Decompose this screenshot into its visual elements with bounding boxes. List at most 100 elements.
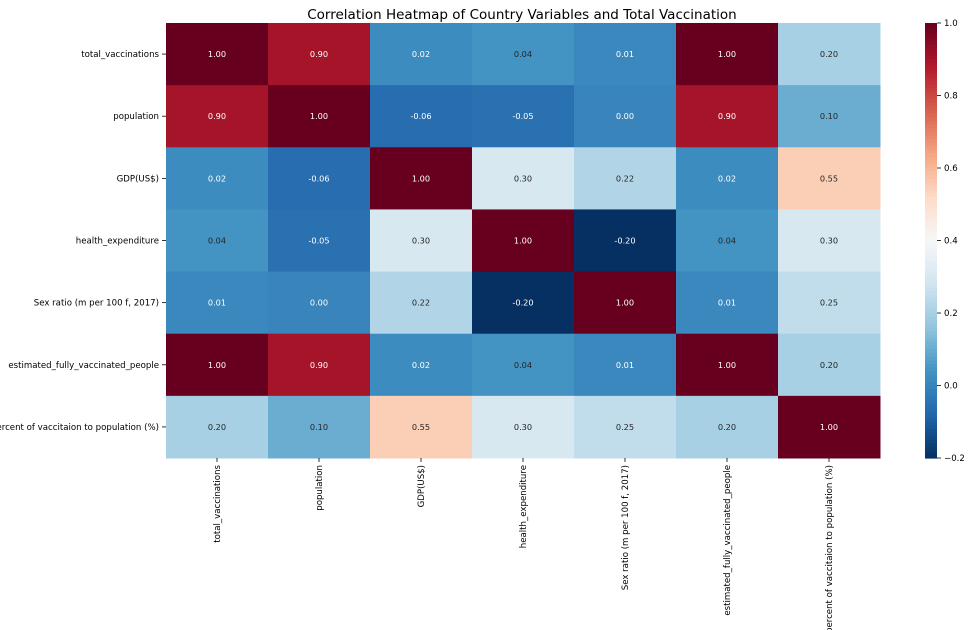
colorbar-segment-83	[925, 323, 937, 329]
heatmap-cell-r2-c0	[166, 147, 269, 210]
colorbar-segment-91	[925, 352, 937, 358]
colorbar-segment-96	[925, 371, 937, 376]
heatmap-cell-r6-c0	[166, 395, 269, 459]
cell-annotation-r5-c3: 0.04	[514, 360, 532, 370]
heatmap-cell-r1-c5	[676, 85, 779, 148]
colorbar-segment-17	[925, 84, 937, 89]
heatmap-cell-r5-c3	[472, 333, 575, 397]
heatmap-cell-r1-c0	[166, 85, 269, 148]
cell-annotation-r3-c3: 1.00	[514, 236, 532, 246]
colorbar-tick-label-5: 0.0	[944, 382, 958, 392]
heatmap-cell-r4-c0	[166, 271, 269, 335]
colorbar-segment-89	[925, 345, 937, 350]
colorbar-segment-75	[925, 294, 937, 300]
cell-annotation-r4-c4: 1.00	[616, 298, 634, 308]
colorbar-segment-51	[925, 207, 937, 213]
cell-annotation-r0-c1: 0.90	[310, 49, 328, 59]
cell-annotation-r6-c5: 0.20	[718, 422, 736, 432]
heatmap-cell-r3-c1	[268, 209, 371, 273]
cell-annotation-r5-c2: 0.02	[412, 360, 430, 370]
cell-annotation-r5-c5: 1.00	[718, 360, 736, 370]
heatmap-cell-r4-c4	[574, 271, 677, 335]
colorbar-segment-20	[925, 95, 937, 100]
colorbar-segment-19	[925, 91, 937, 97]
colorbar-tick-label-1: 0.8	[944, 92, 958, 102]
cell-annotation-r5-c1: 0.90	[310, 360, 328, 370]
x-tick-label-3: health_expenditure	[519, 465, 529, 548]
colorbar-segment-103	[925, 396, 937, 401]
cell-annotation-r4-c3: -0.20	[512, 298, 533, 308]
colorbar-segment-23	[925, 106, 937, 111]
y-tick-label-3: health_expenditure	[76, 237, 159, 247]
colorbar-segment-69	[925, 273, 937, 278]
heatmap-cell-r5-c0	[166, 333, 269, 397]
heatmap-cell-r4-c6	[778, 271, 881, 335]
heatmap-cell-r1-c2	[370, 85, 473, 148]
x-tick-label-0: total_vaccinations	[213, 464, 223, 542]
heatmap-cell-r0-c1	[268, 23, 371, 86]
colorbar-segment-6	[925, 44, 937, 49]
cell-annotation-r5-c4: 0.01	[616, 360, 634, 370]
heatmap-cell-r3-c6	[778, 209, 881, 273]
colorbar-segment-76	[925, 298, 937, 303]
colorbar-segment-43	[925, 178, 937, 184]
heatmap-cell-r5-c4	[574, 333, 677, 397]
cell-annotation-r2-c6: 0.55	[820, 173, 838, 183]
colorbar-segment-101	[925, 389, 937, 394]
colorbar-segment-0	[925, 23, 937, 28]
heatmap-cell-r4-c3	[472, 271, 575, 335]
colorbar-segment-10	[925, 59, 937, 64]
heatmap-cell-r1-c4	[574, 85, 677, 148]
colorbar-segment-73	[925, 287, 937, 292]
heatmap-cell-r1-c6	[778, 85, 881, 148]
cell-annotation-r6-c6: 1.00	[820, 422, 838, 432]
heatmap-cell-r0-c5	[676, 23, 779, 86]
colorbar-segment-45	[925, 186, 937, 191]
cell-annotation-r1-c3: -0.05	[512, 111, 533, 121]
heatmap-cell-r4-c5	[676, 271, 779, 335]
colorbar-segment-14	[925, 73, 937, 78]
heatmap-cell-r6-c2	[370, 395, 473, 459]
cell-annotation-r3-c0: 0.04	[208, 236, 226, 246]
cell-annotation-r6-c2: 0.55	[412, 422, 430, 432]
y-tick-label-1: population	[113, 112, 159, 122]
colorbar-segment-31	[925, 135, 937, 140]
colorbar-segment-80	[925, 313, 937, 318]
colorbar-segment-104	[925, 400, 937, 405]
colorbar-segment-90	[925, 349, 937, 354]
cell-annotation-r3-c5: 0.04	[718, 236, 736, 246]
cell-annotation-r2-c1: -0.06	[308, 173, 329, 183]
colorbar-segment-64	[925, 255, 937, 260]
colorbar-segment-109	[925, 418, 937, 423]
colorbar-segment-9	[925, 55, 937, 60]
cell-annotation-r4-c2: 0.22	[412, 298, 430, 308]
heatmap-cell-r2-c3	[472, 147, 575, 210]
colorbar-segment-61	[925, 244, 937, 249]
x-tick-labels: total_vaccinations population GDP(US$) heal…	[213, 458, 835, 630]
cell-annotation-r0-c6: 0.20	[820, 49, 838, 59]
colorbar-segment-27	[925, 120, 937, 126]
heatmap-cell-r5-c6	[778, 333, 881, 397]
colorbar-segment-100	[925, 385, 937, 390]
colorbar-segment-53	[925, 215, 937, 220]
colorbar-segment-85	[925, 331, 937, 336]
heatmap-cell-r6-c1	[268, 395, 371, 459]
cell-annotation-r1-c5: 0.90	[718, 111, 736, 121]
colorbar-segment-13	[925, 70, 937, 75]
cell-annotation-r2-c5: 0.02	[718, 173, 736, 183]
heatmap-cell-r0-c6	[778, 23, 881, 86]
cell-annotation-r3-c1: -0.05	[308, 236, 329, 246]
colorbar-segment-84	[925, 327, 937, 332]
cell-annotation-r0-c5: 1.00	[718, 49, 736, 59]
colorbar-segment-34	[925, 146, 937, 151]
x-tick-label-4: Sex ratio (m per 100 f, 2017)	[621, 465, 631, 590]
colorbar-segment-87	[925, 338, 937, 343]
cell-annotation-r4-c1: 0.00	[310, 298, 328, 308]
cell-annotation-r1-c4: 0.00	[616, 111, 634, 121]
cell-annotation-r6-c4: 0.25	[616, 422, 634, 432]
cell-annotation-r4-c6: 0.25	[820, 298, 838, 308]
colorbar-segment-58	[925, 233, 937, 238]
colorbar-segment-79	[925, 309, 937, 314]
colorbar-segment-63	[925, 251, 937, 256]
